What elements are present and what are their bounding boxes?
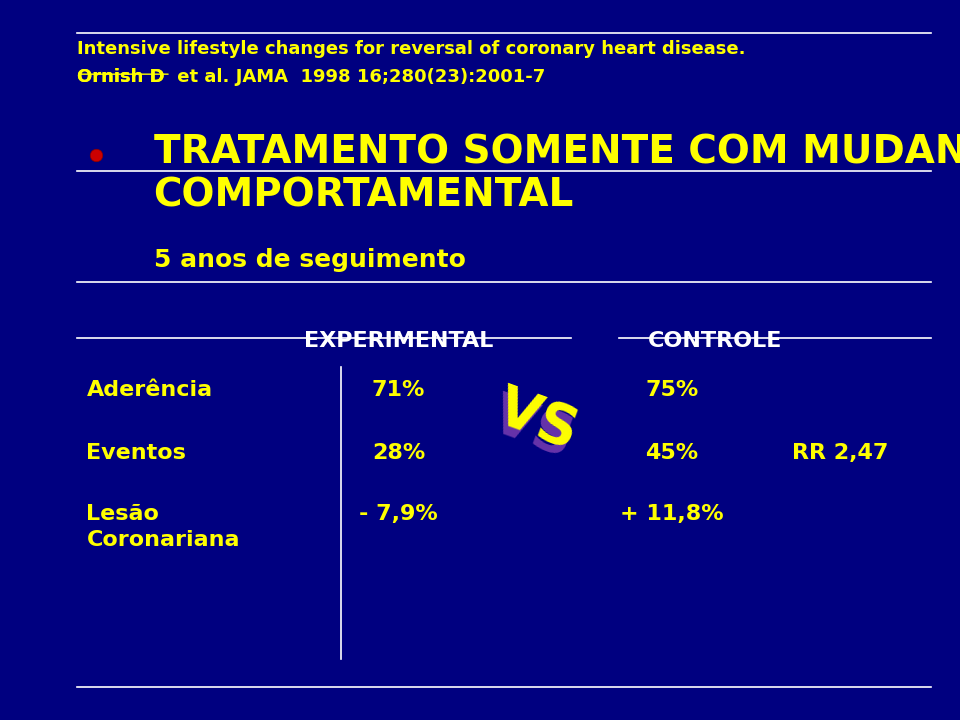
Text: COMPORTAMENTAL: COMPORTAMENTAL [154, 176, 574, 215]
Text: Intensive lifestyle changes for reversal of coronary heart disease.: Intensive lifestyle changes for reversal… [77, 40, 745, 58]
Text: VS: VS [490, 380, 586, 459]
Text: - 7,9%: - 7,9% [359, 504, 438, 524]
Text: 5 anos de seguimento: 5 anos de seguimento [154, 248, 466, 272]
Text: Aderência: Aderência [86, 380, 212, 400]
Text: VS: VS [485, 389, 581, 468]
Text: Eventos: Eventos [86, 443, 186, 463]
Text: Ornish D: Ornish D [77, 68, 164, 86]
Text: 75%: 75% [645, 380, 699, 400]
Text: Lesão
Coronariana: Lesão Coronariana [86, 504, 240, 550]
Text: Ornish D: Ornish D [77, 68, 164, 86]
Text: 71%: 71% [372, 380, 425, 400]
Text: 45%: 45% [645, 443, 699, 463]
Text: CONTROLE: CONTROLE [648, 331, 782, 351]
Text: EXPERIMENTAL: EXPERIMENTAL [303, 331, 493, 351]
Text: TRATAMENTO SOMENTE COM MUDANÇA: TRATAMENTO SOMENTE COM MUDANÇA [154, 133, 960, 171]
Text: et al. JAMA  1998 16;280(23):2001-7: et al. JAMA 1998 16;280(23):2001-7 [171, 68, 545, 86]
Text: 28%: 28% [372, 443, 425, 463]
Text: + 11,8%: + 11,8% [620, 504, 724, 524]
Text: RR 2,47: RR 2,47 [792, 443, 888, 463]
